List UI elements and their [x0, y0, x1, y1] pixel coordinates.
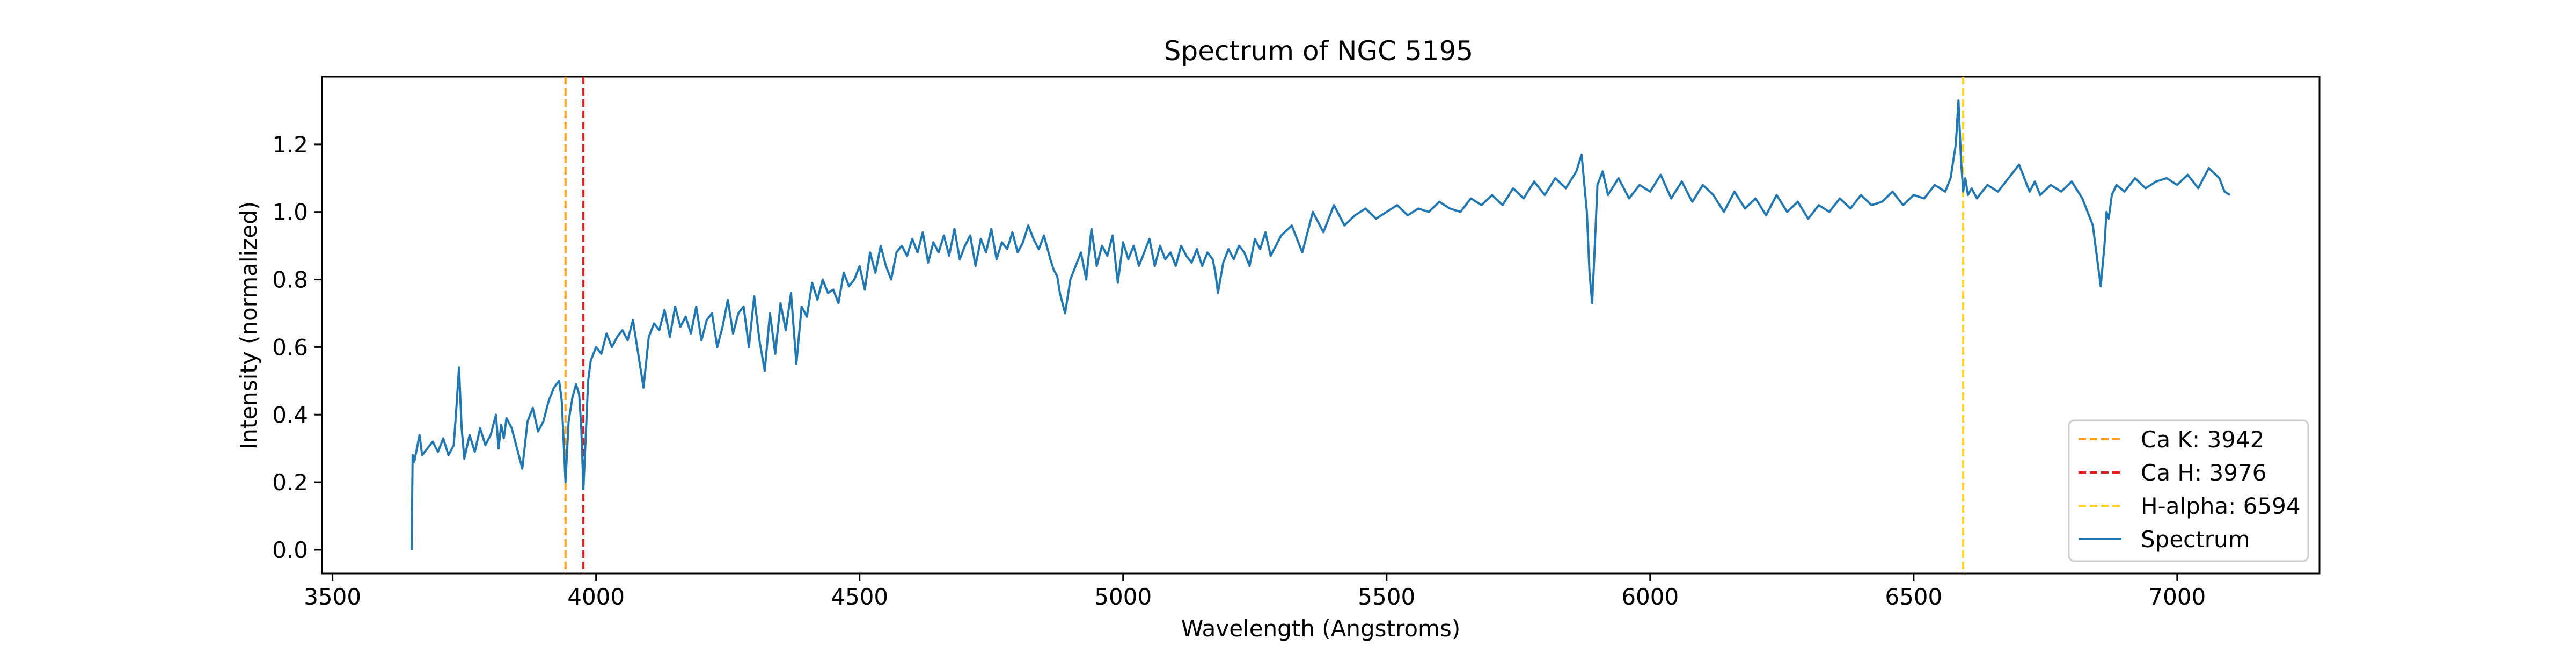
- y-tick-label: 0.2: [272, 469, 308, 496]
- x-tick-label: 4000: [567, 584, 625, 610]
- series-layer: [410, 99, 2231, 550]
- spectrum-series-line: [410, 99, 2231, 550]
- y-tick-label: 1.2: [272, 132, 308, 158]
- x-tick-label: 5000: [1094, 584, 1152, 610]
- x-tick-label: 3500: [304, 584, 361, 610]
- y-tick-label: 0.6: [272, 334, 308, 360]
- y-tick-label: 0.4: [272, 402, 308, 428]
- x-tick-label: 5500: [1358, 584, 1415, 610]
- y-tick-label: 1.0: [272, 199, 308, 226]
- y-axis-ticks: 0.0 0.2 0.4 0.6 0.8 1.0 1.2: [272, 132, 322, 563]
- legend: Ca K: 3942 Ca H: 3976 H-alpha: 6594 Spectru…: [2068, 419, 2309, 562]
- x-tick-label: 4500: [831, 584, 888, 610]
- x-tick-label: 7000: [2148, 584, 2206, 610]
- x-axis-ticks: 3500 4000 4500 5000 5500 6000 6500 7000: [304, 573, 2206, 610]
- legend-label: Ca H: 3976: [2141, 460, 2266, 486]
- x-tick-label: 6500: [1885, 584, 1942, 610]
- x-tick-label: 6000: [1621, 584, 1679, 610]
- legend-box: [2068, 419, 2309, 562]
- reference-lines: [564, 77, 1965, 573]
- y-tick-label: 0.0: [272, 537, 308, 563]
- chart-title: Spectrum of NGC 5195: [1164, 35, 1473, 67]
- legend-label: Ca K: 3942: [2141, 426, 2264, 453]
- legend-label: Spectrum: [2141, 526, 2250, 553]
- plot-frame: [321, 76, 2321, 575]
- legend-label: H-alpha: 6594: [2141, 493, 2301, 519]
- y-tick-label: 0.8: [272, 267, 308, 293]
- y-axis-label: Intensity (normalized): [236, 201, 262, 449]
- plot-area: [321, 76, 2321, 575]
- x-axis-label: Wavelength (Angstroms): [1181, 615, 1460, 642]
